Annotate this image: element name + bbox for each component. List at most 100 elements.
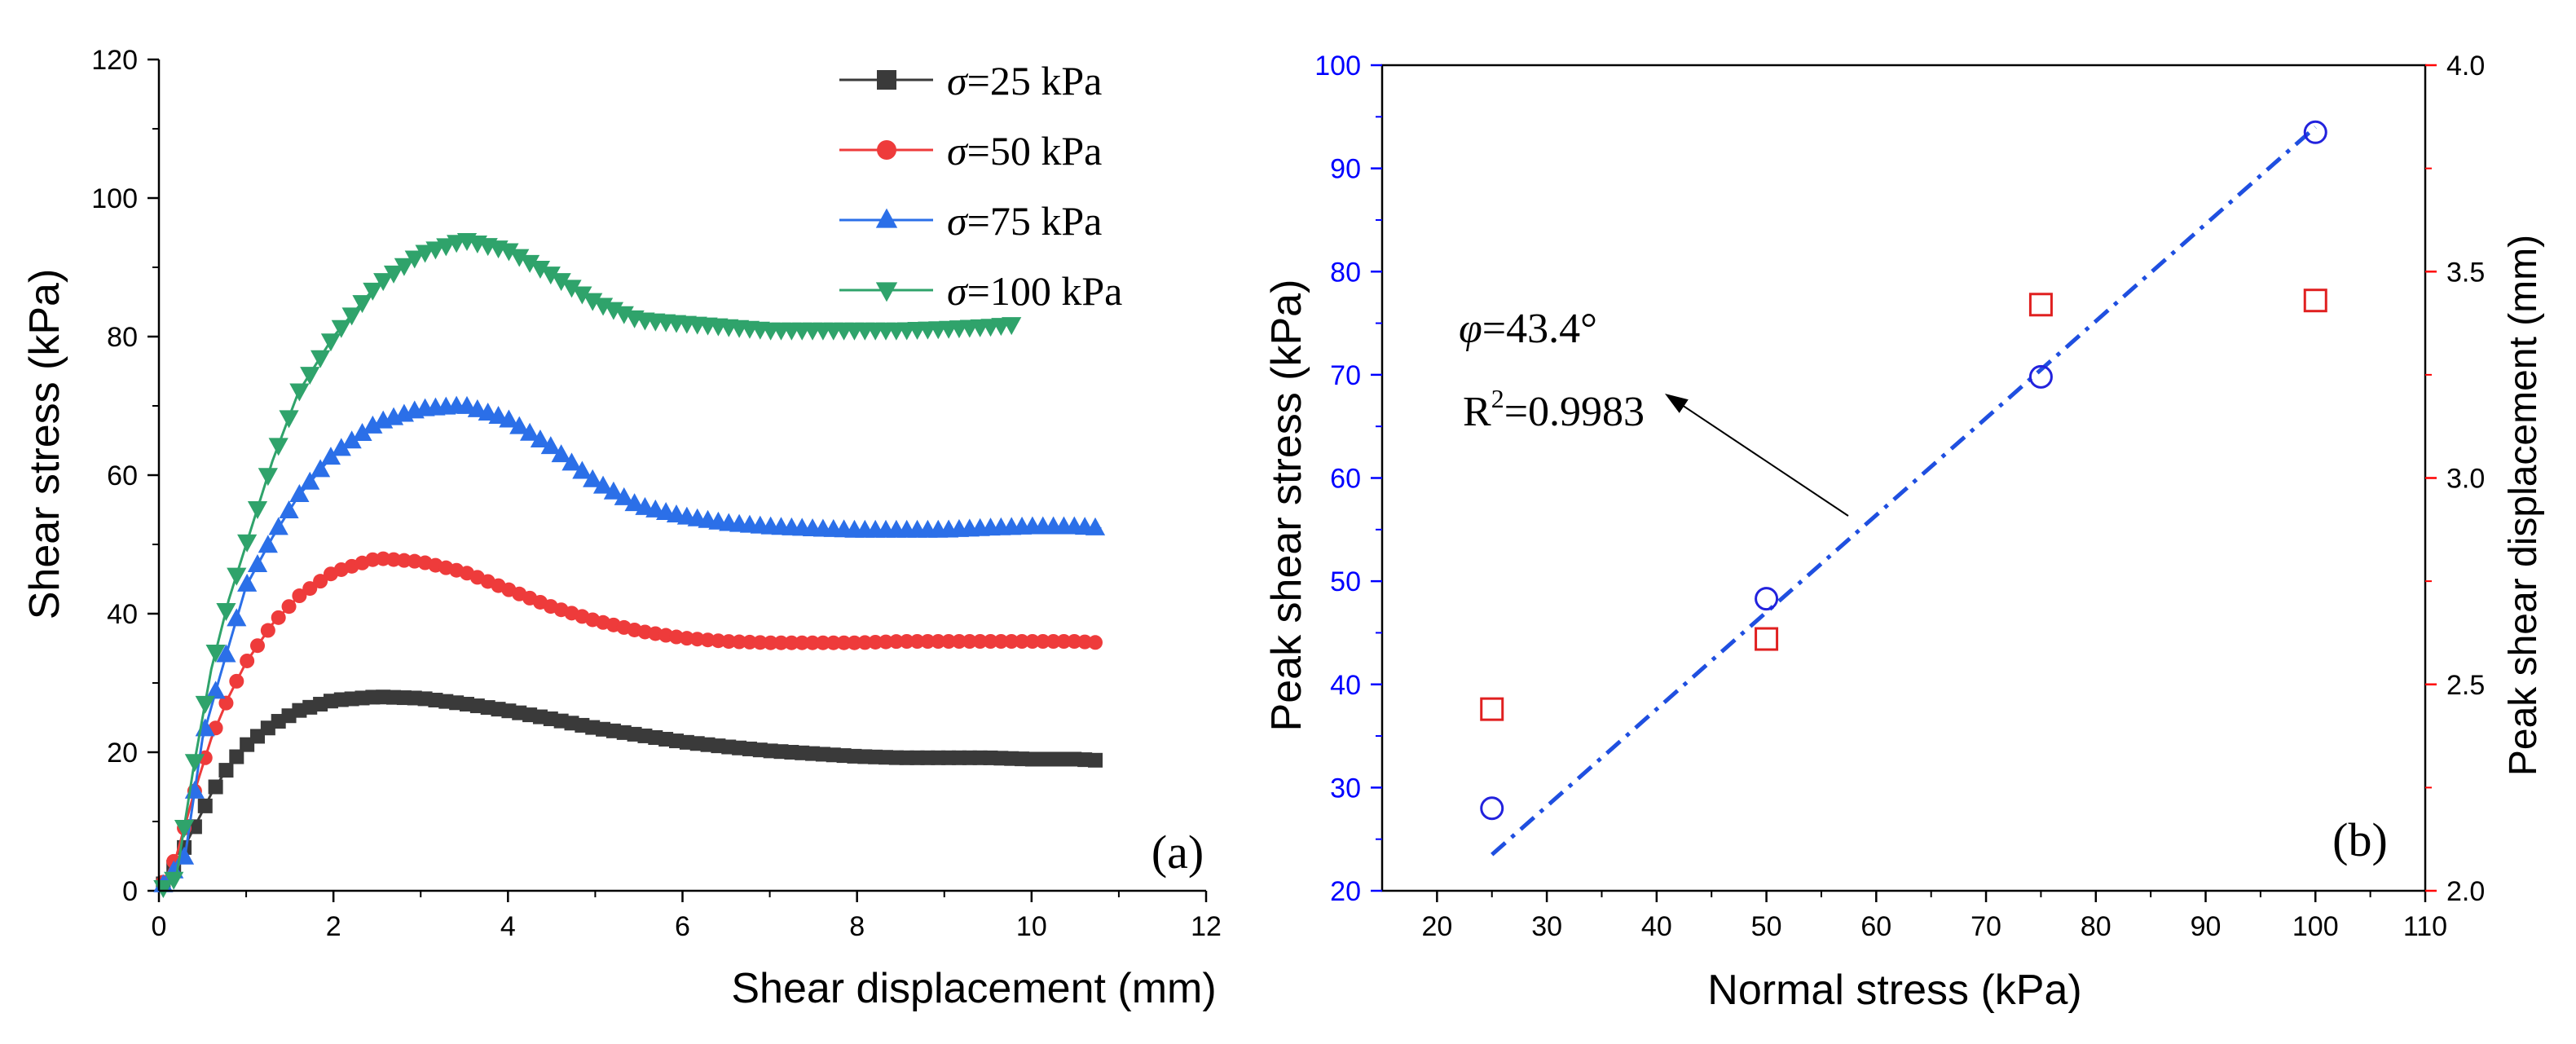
a-data-point: [509, 249, 530, 267]
a-data-point: [208, 779, 223, 795]
a-legend-value: =100 kPa: [967, 268, 1123, 314]
a-series-3: [153, 395, 1106, 892]
b-x-axis-label: Normal stress (kPa): [1707, 967, 2081, 1014]
b-left-y-axis-label: Peak shear stress (kPa): [1263, 280, 1310, 732]
b-phi-value: =43.4°: [1482, 306, 1597, 352]
a-data-point: [216, 644, 236, 663]
b-r2-annotation: R2=0.9983: [1463, 384, 1645, 435]
b-peak-stress-point: [1755, 587, 1779, 611]
a-y-tick-label: 40: [107, 599, 138, 630]
a-data-point: [603, 481, 624, 500]
a-data-point: [499, 243, 519, 262]
a-data-point: [279, 500, 299, 518]
a-data-point: [836, 635, 852, 650]
a-data-point: [240, 653, 255, 668]
a-data-point: [320, 333, 341, 352]
a-data-point: [572, 460, 592, 479]
a-data-point: [386, 552, 402, 567]
a-data-point: [247, 501, 268, 519]
a-data-point: [279, 410, 299, 429]
a-legend-value: =75 kPa: [967, 198, 1103, 244]
a-data-point: [888, 634, 904, 650]
a-data-point: [732, 634, 747, 650]
a-data-point: [540, 436, 561, 455]
b-x-tick-label: 80: [2081, 911, 2111, 942]
a-data-point: [1077, 634, 1093, 650]
a-data-point: [711, 633, 726, 649]
a-data-point: [227, 608, 247, 627]
a-data-point: [237, 534, 258, 553]
a-data-point: [383, 265, 404, 284]
b-series: [1480, 120, 2327, 821]
a-data-point: [583, 293, 603, 311]
a-data-point: [499, 409, 519, 428]
b-x-tick-label: 70: [1971, 911, 2001, 942]
a-data-point: [1085, 517, 1106, 535]
a-series: [153, 232, 1106, 898]
a-data-point: [205, 644, 226, 663]
a-data-point: [174, 820, 195, 838]
a-data-point: [331, 438, 351, 456]
b-left-y-tick-label: 20: [1330, 876, 1361, 907]
a-legend-label: σ=50 kPa: [947, 128, 1102, 174]
a-data-point: [247, 554, 268, 573]
a-data-point: [983, 634, 998, 649]
a-y-tick-label: 80: [107, 322, 138, 353]
a-legend-marker: [877, 140, 896, 160]
a-data-point: [868, 634, 883, 650]
b-r2-base: R: [1463, 389, 1491, 435]
a-data-point: [363, 282, 383, 301]
a-data-point: [763, 635, 778, 650]
b-right-y-tick-label: 3.5: [2446, 257, 2485, 288]
b-x-tick-label: 20: [1421, 911, 1452, 942]
a-data-point: [250, 638, 266, 654]
a-y-tick-label: 60: [107, 460, 138, 491]
b-x-tick-label: 30: [1531, 911, 1562, 942]
b-x-tick-label: 90: [2191, 911, 2222, 942]
a-data-point: [941, 634, 957, 649]
a-data-point: [520, 254, 540, 273]
a-data-point: [857, 635, 873, 650]
a-data-point: [258, 535, 278, 553]
b-x-tick-label: 60: [1860, 911, 1891, 942]
b-peak-stress-point: [2028, 364, 2053, 389]
a-x-tick-label: 12: [1191, 911, 1222, 942]
a-legend-marker: [875, 208, 898, 228]
a-legend-value: =50 kPa: [967, 128, 1103, 174]
a-data-point: [583, 469, 603, 487]
a-data-point: [520, 422, 540, 441]
a-data-point: [352, 295, 372, 314]
a-x-tick-label: 0: [152, 911, 167, 942]
a-data-point: [218, 763, 234, 778]
b-left-y-tick-label: 40: [1330, 670, 1361, 701]
b-phi-symbol: φ: [1459, 306, 1482, 352]
a-data-point: [561, 280, 582, 298]
a-data-point: [742, 634, 757, 650]
a-data-point: [313, 574, 328, 589]
a-data-point: [826, 635, 841, 650]
b-peak-displacement-point: [1480, 697, 1504, 721]
a-data-point: [292, 588, 307, 604]
a-data-point: [773, 635, 789, 650]
a-data-point: [289, 484, 310, 503]
a-data-point: [721, 634, 737, 650]
b-phi-annotation: φ=43.4°: [1459, 306, 1597, 352]
b-r2-exponent: 2: [1491, 384, 1504, 413]
b-left-y-tick-label: 60: [1330, 464, 1361, 495]
a-y-tick-label: 120: [91, 45, 138, 76]
a-data-point: [878, 634, 894, 650]
a-data-point: [1046, 634, 1061, 649]
a-legend-sigma: σ: [947, 198, 969, 244]
a-data-point: [289, 383, 310, 402]
a-data-point: [331, 319, 351, 338]
a-legend-marker: [875, 282, 898, 302]
a-y-tick-label: 0: [122, 876, 138, 907]
a-x-tick-label: 2: [326, 911, 341, 942]
a-data-point: [216, 602, 236, 621]
a-data-point: [624, 493, 645, 512]
a-data-point: [396, 553, 412, 568]
a-panel-label: (a): [1151, 826, 1204, 879]
